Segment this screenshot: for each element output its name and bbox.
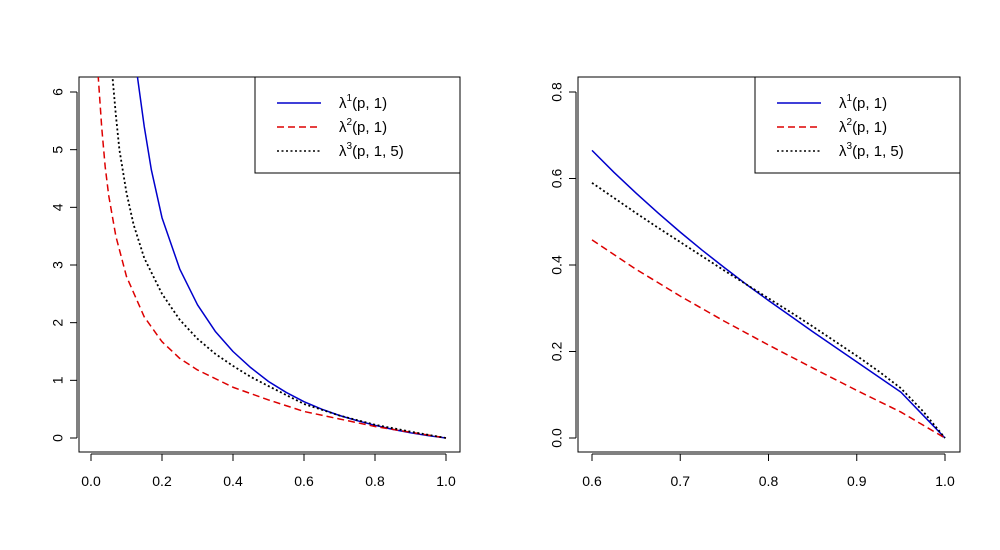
- right-plot-y-axis: 0.0 0.2 0.4 0.6 0.8: [549, 82, 577, 448]
- left-x-tick-label-6: 1.0: [436, 473, 456, 489]
- right-y-tick-label-4: 0.6: [549, 169, 565, 189]
- left-x-tick-label-4: 0.6: [294, 473, 314, 489]
- right-plot-legend: λ1(p, 1) λ2(p, 1) λ3(p, 1, 5): [754, 76, 961, 174]
- left-y-tick-label-7: 6: [50, 88, 66, 96]
- right-series-line-1: [591, 149, 946, 439]
- right-y-tick-label-2: 0.2: [549, 342, 565, 362]
- right-y-tick-label-1: 0.0: [549, 428, 565, 448]
- right-legend-label-1: λ1(p, 1): [839, 93, 887, 112]
- left-x-tick-label-1: 0.0: [81, 473, 101, 489]
- right-legend-label-2: λ2(p, 1): [839, 117, 887, 136]
- right-x-tick-label-2: 0.7: [671, 473, 691, 489]
- right-x-tick-label-3: 0.8: [759, 473, 779, 489]
- right-series-line-2: [591, 239, 946, 439]
- left-plot-series: [97, 77, 447, 439]
- right-legend-box: [754, 76, 961, 174]
- left-plot-legend: λ1(p, 1) λ2(p, 1) λ3(p, 1, 5): [254, 76, 461, 174]
- right-y-tick-label-3: 0.4: [549, 255, 565, 275]
- right-legend-entry-3: λ3(p, 1, 5): [777, 141, 904, 160]
- right-plot-x-axis: 0.6 0.7 0.8 0.9 1.0: [582, 453, 955, 489]
- left-legend-label-3: λ3(p, 1, 5): [339, 141, 404, 160]
- left-series-line-2: [97, 77, 447, 439]
- left-legend-box: [254, 76, 461, 174]
- left-plot-x-axis: 0.0 0.2 0.4 0.6 0.8 1.0: [81, 453, 456, 489]
- left-y-tick-label-1: 0: [50, 434, 66, 442]
- right-x-tick-label-4: 0.9: [847, 473, 867, 489]
- left-plot-panel: 0.0 0.2 0.4 0.6 0.8 1.0 0 1 2 3 4 5 6 λ1(p, 1) λ2(p…: [50, 76, 461, 489]
- left-y-tick-label-2: 1: [50, 376, 66, 384]
- left-legend-label-1: λ1(p, 1): [339, 93, 387, 112]
- right-y-tick-label-5: 0.8: [549, 82, 565, 102]
- left-plot-y-axis: 0 1 2 3 4 5 6: [50, 88, 78, 442]
- left-x-tick-label-3: 0.4: [223, 473, 243, 489]
- left-y-tick-label-4: 3: [50, 261, 66, 269]
- right-series-line-3: [591, 182, 946, 439]
- left-legend-label-2: λ2(p, 1): [339, 117, 387, 136]
- left-y-tick-label-5: 4: [50, 203, 66, 211]
- left-x-tick-label-5: 0.8: [365, 473, 385, 489]
- right-plot-series: [591, 149, 946, 439]
- left-legend-entry-1: λ1(p, 1): [277, 93, 387, 112]
- left-y-tick-label-3: 2: [50, 319, 66, 327]
- left-x-tick-label-2: 0.2: [152, 473, 172, 489]
- right-x-tick-label-5: 1.0: [935, 473, 955, 489]
- right-legend-label-3: λ3(p, 1, 5): [839, 141, 904, 160]
- right-x-tick-label-1: 0.6: [582, 473, 602, 489]
- left-legend-entry-3: λ3(p, 1, 5): [277, 141, 404, 160]
- left-y-tick-label-6: 5: [50, 146, 66, 154]
- right-plot-panel: 0.6 0.7 0.8 0.9 1.0 0.0 0.2 0.4 0.6 0.8 λ1(p, 1)…: [549, 76, 961, 489]
- right-legend-entry-1: λ1(p, 1): [777, 93, 887, 112]
- right-legend-entry-2: λ2(p, 1): [777, 117, 887, 136]
- left-series-line-1: [136, 77, 447, 439]
- left-legend-entry-2: λ2(p, 1): [277, 117, 387, 136]
